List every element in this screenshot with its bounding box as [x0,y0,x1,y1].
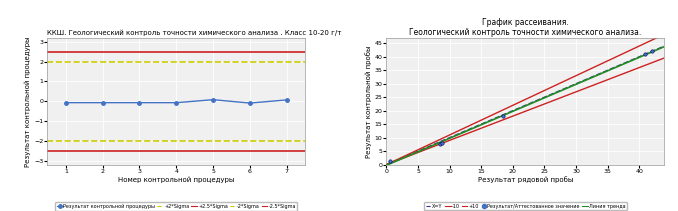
Point [437,141,447,145]
Text: ККШ. Геологический контроль точности химического анализа . Класс 10-20 г/т: ККШ. Геологический контроль точности хим… [47,30,342,36]
Point [384,159,395,162]
Point [435,143,445,146]
Legend: Результат контрольной процедуры, +2*Sigma, +2.5*Sigma, -2*Sigma, -2.5*Sigma: Результат контрольной процедуры, +2*Sigm… [55,203,298,211]
Point [646,50,657,53]
X-axis label: Номер контрольной процедуры: Номер контрольной процедуры [118,177,235,183]
Point [498,114,508,118]
Point [640,53,651,56]
Legend: X=Y, -10, +10, Результат/Аттестованное значение, Линия тренда: X=Y, -10, +10, Результат/Аттестованное з… [424,203,627,210]
X-axis label: Результат рядовой пробы: Результат рядовой пробы [478,177,573,183]
Y-axis label: Результат контрольной процедуры: Результат контрольной процедуры [25,36,31,166]
Y-axis label: Результат контрольной пробы: Результат контрольной пробы [365,45,372,158]
Title: График рассеивания.
Геологический контроль точности химического анализа.: График рассеивания. Геологический контро… [410,18,641,37]
